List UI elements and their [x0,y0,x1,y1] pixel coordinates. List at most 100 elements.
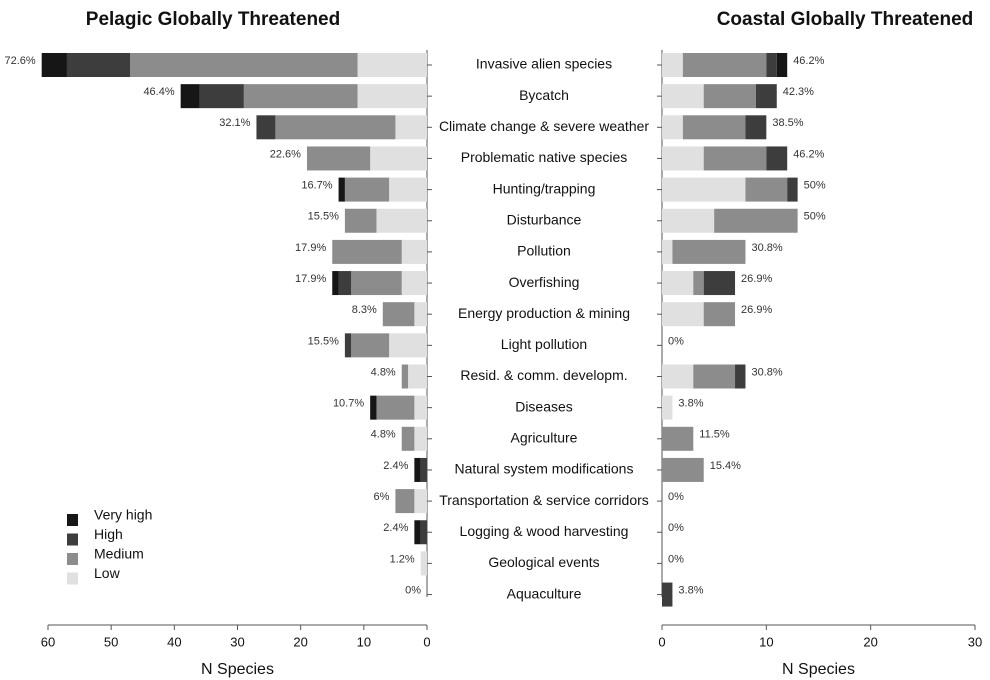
bar-segment [256,115,276,140]
value-label: 46.2% [793,55,824,67]
bar-segment [693,364,736,389]
bar-segment [338,177,345,202]
category-label: Transportation & service corridors [439,492,649,508]
value-label: 4.8% [371,366,396,378]
bar-segment [420,520,427,545]
bar-segment [357,84,427,109]
bar-segment [275,115,396,140]
panel-title: Coastal Globally Threatened [717,9,974,30]
bar-segment [693,271,704,296]
x-tick-label: 40 [167,634,181,649]
bar-segment [414,457,421,482]
bar-segment [401,426,415,451]
bar-segment [382,302,415,327]
value-label: 26.9% [741,273,772,285]
bar-segment [755,84,777,109]
bar-segment [344,208,377,233]
bar-segment [306,146,371,171]
value-label: 4.8% [371,429,396,441]
legend-swatch [67,572,78,585]
bar-segment [714,208,798,233]
bar-segment [370,146,427,171]
value-label: 2.4% [383,522,408,534]
category-label: Pollution [517,243,571,259]
value-label: 3.8% [678,398,703,410]
bar-segment [376,208,427,233]
bar-segment [332,239,402,264]
category-label: Invasive alien species [476,56,612,72]
value-label: 0% [405,584,421,596]
value-label: 0% [668,335,684,347]
value-label: 6% [374,491,390,503]
bar-segment [408,364,427,389]
category-label: Natural system modifications [455,461,634,477]
value-label: 26.9% [741,304,772,316]
bar-segment [370,395,377,420]
bar-segment [662,146,704,171]
x-tick-label: 50 [104,634,118,649]
bar-segment [130,53,358,77]
bar-segment [351,271,402,296]
x-tick-label: 10 [357,634,371,649]
bar-segment [389,177,427,202]
legend-swatch [67,533,78,546]
x-tick-label: 30 [968,634,982,649]
value-label: 30.8% [751,242,782,254]
category-label: Resid. & comm. developm. [460,367,627,383]
bar-segment [662,364,694,389]
value-label: 50% [804,180,826,192]
bar-segment [703,84,756,109]
bar-segment [414,520,421,545]
legend-swatch [67,553,78,565]
value-label: 15.5% [308,335,339,347]
legend-swatch [67,514,78,526]
value-label: 17.9% [295,242,326,254]
category-label: Logging & wood harvesting [460,523,629,539]
legend-label: Low [94,565,121,581]
value-label: 22.6% [270,148,301,160]
panel-title: Pelagic Globally Threatened [86,9,340,30]
bar-segment [199,84,244,109]
bar-segment [401,364,409,389]
value-label: 11.5% [699,429,730,441]
bar-segment [766,146,788,171]
value-label: 0% [668,553,684,565]
bar-segment [414,395,427,420]
category-label: Geological events [488,554,599,570]
legend-label: Medium [94,546,144,562]
x-tick-label: 0 [658,634,665,649]
value-label: 2.4% [383,460,408,472]
bar-segment [662,208,715,233]
value-label: 8.3% [352,304,377,316]
bar-segment [662,271,694,296]
x-tick-label: 20 [293,634,307,649]
bar-segment [682,53,767,77]
bar-segment [776,53,788,77]
bar-segment [662,239,673,264]
category-label: Climate change & severe weather [439,118,649,134]
bar-segment [662,582,673,607]
category-label: Agriculture [511,430,578,446]
x-tick-label: 30 [230,634,244,649]
category-label: Aquaculture [507,585,582,601]
category-label: Problematic native species [461,149,628,165]
bar-segment [66,53,131,77]
value-label: 16.7% [301,180,332,192]
value-label: 72.6% [4,55,35,67]
bar-segment [395,115,427,140]
value-label: 1.2% [390,553,415,565]
bar-segment [420,457,427,482]
bar-segment [766,53,777,77]
bar-segment [703,146,767,171]
value-label: 3.8% [678,584,703,596]
bar-segment [745,115,767,140]
bar-segment [662,53,683,77]
bar-segment [662,177,746,202]
bar-segment [180,84,200,109]
bar-segment [703,302,736,327]
bar-segment [414,302,427,327]
value-label: 46.4% [143,86,174,98]
category-label: Overfishing [509,274,580,290]
bar-segment [745,177,788,202]
